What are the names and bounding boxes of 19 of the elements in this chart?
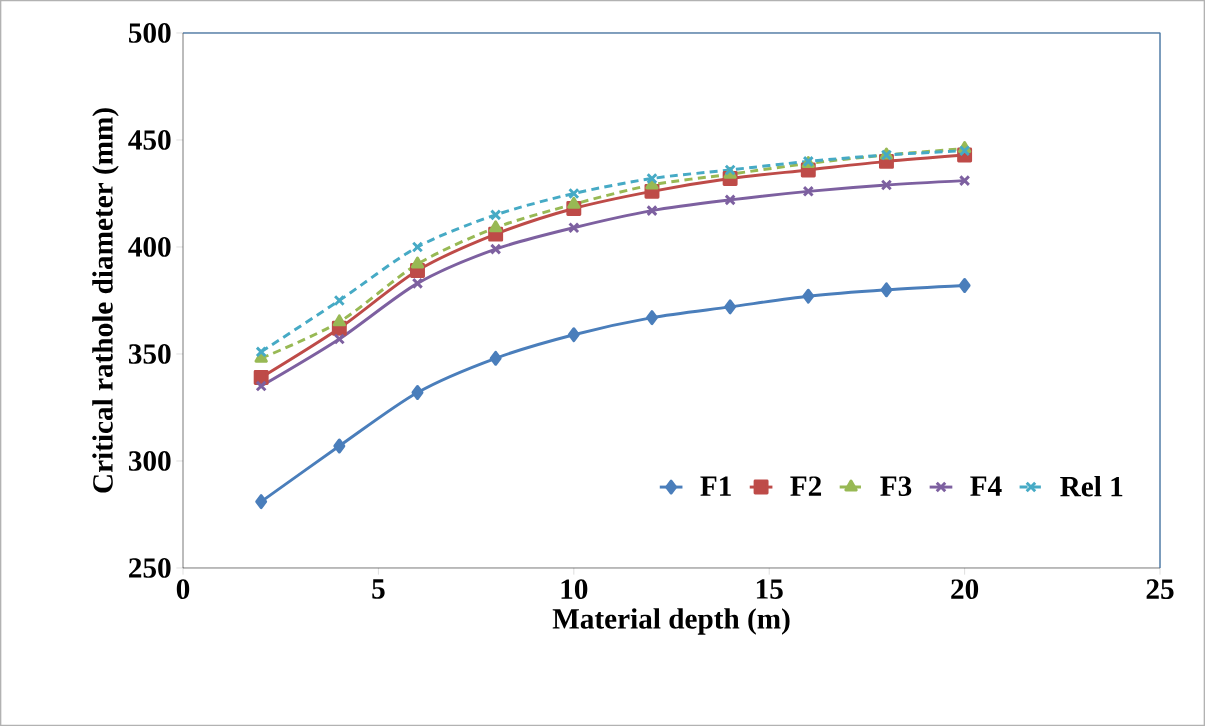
y-tick-label: 350 (128, 344, 171, 364)
legend-label: F4 (970, 476, 1002, 496)
x-tick-label: 15 (756, 579, 783, 599)
y-tick-label: 250 (129, 558, 171, 578)
y-tick-label: 300 (128, 451, 171, 471)
x-tick-label: 5 (372, 579, 385, 599)
x-tick-label: 10 (561, 579, 588, 600)
y-tick-label: 400 (128, 237, 171, 257)
x-tick-label: 20 (951, 579, 979, 600)
y-axis-title: Critical rathole diameter (mm) (92, 108, 119, 493)
y-tick-label: 450 (128, 130, 171, 150)
legend-label: F3 (880, 476, 912, 497)
legend-label: F2 (790, 476, 822, 496)
x-tick-label: 25 (1146, 579, 1174, 599)
y-tick-label: 500 (129, 23, 171, 43)
x-axis-title: Material depth (m) (552, 608, 790, 635)
legend-label: Rel 1 (1060, 475, 1123, 497)
legend-label: F1 (700, 476, 731, 496)
x-tick-label: 0 (176, 579, 190, 600)
